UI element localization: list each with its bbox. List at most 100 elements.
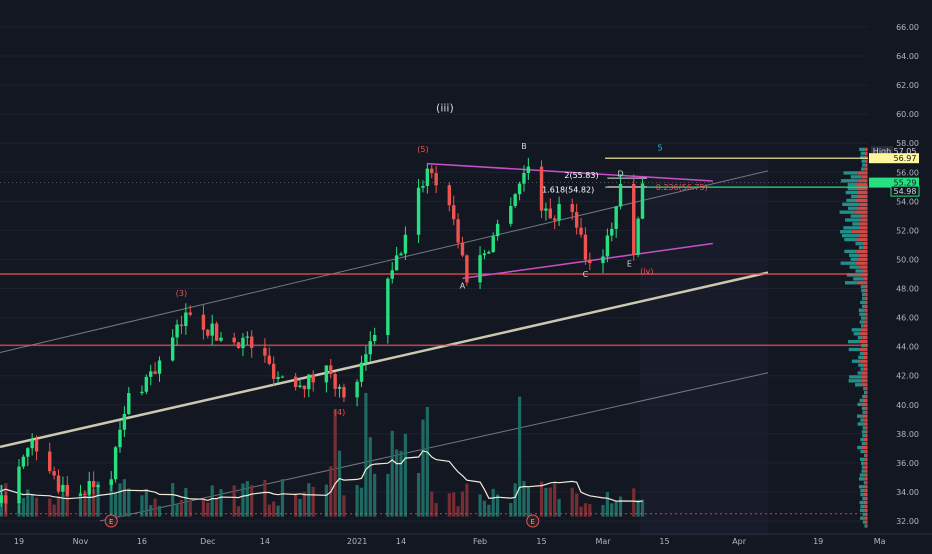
profile-bar-up xyxy=(862,394,865,399)
volume-bar xyxy=(421,419,425,517)
price-tick-label: 38.00 xyxy=(896,430,919,439)
price-tick-label: 64.00 xyxy=(896,52,919,61)
profile-bar-down xyxy=(864,469,868,473)
volume-bar xyxy=(526,486,530,517)
volume-bar xyxy=(56,496,61,517)
candle-body xyxy=(34,439,39,452)
candle-body xyxy=(17,466,21,504)
candle-body xyxy=(522,172,526,184)
candle-body xyxy=(605,235,610,257)
profile-bar-down xyxy=(856,249,868,254)
profile-bar-down xyxy=(861,445,868,450)
candle-body xyxy=(491,236,495,253)
volume-bar xyxy=(456,506,460,517)
profile-bar-up xyxy=(858,363,865,367)
profile-bar-up xyxy=(855,241,863,246)
volume-bar xyxy=(48,498,52,517)
candle-body xyxy=(122,413,127,430)
profile-bar-down xyxy=(864,304,868,308)
profile-bar-up xyxy=(864,453,866,458)
candle-body xyxy=(509,206,513,224)
volume-bar xyxy=(522,481,526,517)
profile-bar-down xyxy=(865,312,868,316)
profile-bar-up xyxy=(861,304,865,308)
profile-bar-up xyxy=(845,190,858,195)
candle-body xyxy=(403,234,408,254)
volume-bar xyxy=(144,489,148,517)
candle-body xyxy=(0,495,4,504)
profile-bar-up xyxy=(847,186,858,191)
profile-bar-down xyxy=(859,202,868,206)
profile-bar-up xyxy=(861,167,865,171)
volume-bar xyxy=(636,499,640,517)
volume-bar xyxy=(430,491,434,517)
profile-bar-up xyxy=(861,406,865,410)
profile-bar-up xyxy=(859,351,865,356)
volume-bar xyxy=(632,488,636,517)
candle-body xyxy=(640,183,645,219)
volume-bar xyxy=(399,450,403,517)
profile-bar-down xyxy=(859,359,868,363)
volume-bar xyxy=(96,481,100,517)
profile-bar-down xyxy=(862,336,868,340)
wave-label: D xyxy=(617,170,623,179)
time-tick-label: 16 xyxy=(137,537,147,546)
volume-bar xyxy=(250,485,254,517)
volume-bar xyxy=(355,485,359,517)
profile-bar-down xyxy=(859,253,868,257)
profile-bar-up xyxy=(847,206,859,210)
profile-bar-up xyxy=(860,418,865,422)
candle-body xyxy=(184,312,188,327)
candle-body xyxy=(170,337,175,361)
profile-bar-up xyxy=(857,445,862,450)
volume-bar xyxy=(311,486,315,517)
profile-bar-down xyxy=(864,504,868,509)
profile-bar-down xyxy=(864,434,868,438)
triangle-lower-line xyxy=(462,242,713,280)
time-tick-label: Apr xyxy=(732,537,747,546)
profile-bar-up xyxy=(852,222,859,226)
volume-bar xyxy=(52,504,56,517)
profile-bar-down xyxy=(857,179,868,183)
profile-bar-up xyxy=(861,324,864,328)
price-tag-text: 56.97 xyxy=(894,154,917,163)
profile-bar-up xyxy=(857,422,864,426)
price-tag-box xyxy=(871,146,893,157)
profile-bar-up xyxy=(860,449,865,454)
profile-bar-down xyxy=(864,449,868,454)
profile-bar-up xyxy=(862,426,866,430)
candle-body xyxy=(61,484,65,492)
profile-bar-down xyxy=(860,273,868,277)
price-tick-label: 48.00 xyxy=(896,285,919,294)
profile-bar-up xyxy=(850,257,859,261)
profile-bar-down xyxy=(864,159,868,163)
candle-body xyxy=(333,374,337,389)
profile-bar-up xyxy=(851,359,860,363)
profile-bar-up xyxy=(839,210,855,214)
candle-body xyxy=(210,323,214,336)
candle-body xyxy=(214,323,219,341)
wave-label: E xyxy=(627,260,632,269)
profile-bar-up xyxy=(849,375,862,379)
profile-bar-up xyxy=(864,390,867,395)
time-tick-label: Feb xyxy=(473,537,487,546)
candle-body xyxy=(78,494,83,496)
profile-bar-up xyxy=(843,171,858,175)
volume-bar xyxy=(482,500,487,517)
candle-body xyxy=(447,185,452,206)
time-tick-label: Ma xyxy=(874,537,886,546)
profile-bar-up xyxy=(859,500,864,505)
volume-bar xyxy=(245,481,249,517)
candle-body xyxy=(588,259,592,264)
time-axis[interactable]: 19 Nov 16 Dec 14 2021 14 Feb 15 Mar 15 Apr 19 Ma xyxy=(0,533,932,546)
earnings-marker xyxy=(104,514,118,528)
wave-label: (iii) xyxy=(436,101,454,114)
profile-bar-down xyxy=(864,394,868,399)
profile-bar-up xyxy=(848,347,860,352)
profile-bar-down xyxy=(856,281,868,285)
price-axis[interactable]: 32.00 34.00 36.00 38.00 40.00 42.00 44.00 46.00… xyxy=(868,0,932,550)
profile-bar-down xyxy=(863,324,868,328)
